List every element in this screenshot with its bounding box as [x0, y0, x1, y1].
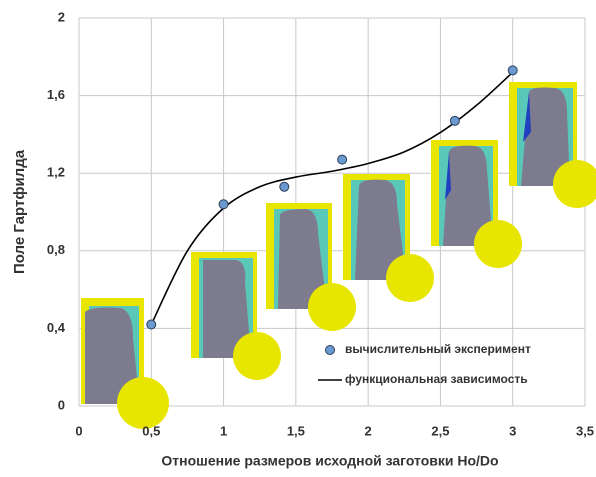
chart: Поле Гартфилда Отношение размеров исходн… — [0, 0, 596, 472]
point — [219, 200, 228, 209]
y-tick-label: 1,2 — [47, 165, 65, 180]
point — [280, 182, 289, 191]
x-tick-label: 2,5 — [431, 423, 449, 438]
y-tick-label: 0 — [58, 397, 65, 412]
x-tick-label: 2 — [365, 423, 372, 438]
x-tick-label: 3 — [509, 423, 516, 438]
x-tick-label: 1 — [220, 423, 227, 438]
point — [147, 320, 156, 329]
x-tick-label: 0 — [75, 423, 82, 438]
y-tick-label: 0,8 — [47, 242, 65, 257]
x-axis-label: Отношение размеров исходной заготовки Ho… — [161, 453, 498, 469]
x-tick-label: 3,5 — [576, 423, 594, 438]
x-tick-label: 1,5 — [287, 423, 305, 438]
y-tick-label: 2 — [58, 9, 65, 24]
point — [508, 66, 517, 75]
legend-marker — [326, 346, 335, 355]
point — [450, 116, 459, 125]
y-tick-label: 1,6 — [47, 87, 65, 102]
point — [338, 155, 347, 164]
x-tick-label: 0,5 — [142, 423, 160, 438]
legend-label: функциональная зависимость — [345, 372, 528, 386]
y-axis-label: Поле Гартфилда — [11, 149, 28, 274]
legend-label: вычислительный эксперимент — [345, 342, 531, 356]
y-tick-label: 0,4 — [47, 320, 66, 335]
